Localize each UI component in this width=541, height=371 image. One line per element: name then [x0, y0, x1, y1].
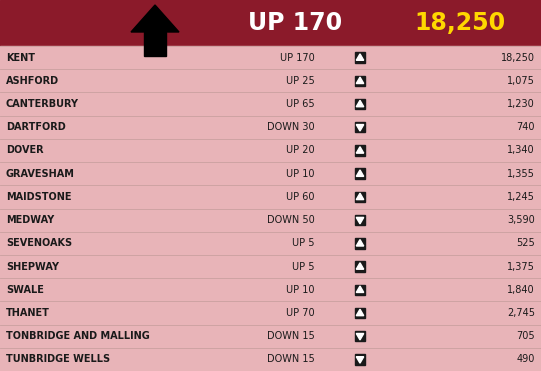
Text: DOWN 50: DOWN 50 — [267, 215, 315, 225]
Bar — [355, 238, 365, 249]
Text: 1,840: 1,840 — [507, 285, 535, 295]
Bar — [0, 255, 541, 278]
Text: ASHFORD: ASHFORD — [6, 76, 59, 86]
Bar — [0, 162, 541, 185]
Text: 3,590: 3,590 — [507, 215, 535, 225]
Bar — [355, 168, 365, 179]
Bar — [355, 261, 365, 272]
Bar — [355, 331, 365, 341]
Text: UP 65: UP 65 — [286, 99, 315, 109]
Bar — [0, 69, 541, 92]
Bar — [355, 52, 365, 63]
Text: THANET: THANET — [6, 308, 50, 318]
Text: DOWN 30: DOWN 30 — [267, 122, 315, 132]
Text: 1,075: 1,075 — [507, 76, 535, 86]
Text: 18,250: 18,250 — [501, 53, 535, 63]
Text: 18,250: 18,250 — [414, 11, 505, 35]
Polygon shape — [357, 54, 364, 60]
Text: 1,230: 1,230 — [507, 99, 535, 109]
Text: CANTERBURY: CANTERBURY — [6, 99, 79, 109]
Text: MAIDSTONE: MAIDSTONE — [6, 192, 71, 202]
Text: MEDWAY: MEDWAY — [6, 215, 54, 225]
Bar — [355, 308, 365, 318]
Text: SHEPWAY: SHEPWAY — [6, 262, 59, 272]
Text: UP 20: UP 20 — [286, 145, 315, 155]
Text: UP 170: UP 170 — [280, 53, 315, 63]
Text: DOWN 15: DOWN 15 — [267, 331, 315, 341]
Bar — [355, 145, 365, 156]
Polygon shape — [357, 77, 364, 83]
Text: DOVER: DOVER — [6, 145, 44, 155]
Polygon shape — [357, 217, 364, 224]
Bar — [355, 192, 365, 202]
Text: 2,745: 2,745 — [507, 308, 535, 318]
Text: DARTFORD: DARTFORD — [6, 122, 66, 132]
Text: 525: 525 — [516, 238, 535, 248]
Bar — [355, 76, 365, 86]
Bar — [0, 232, 541, 255]
Text: TUNBRIDGE WELLS: TUNBRIDGE WELLS — [6, 354, 110, 364]
Bar — [0, 209, 541, 232]
Bar — [355, 122, 365, 132]
Text: UP 70: UP 70 — [286, 308, 315, 318]
Bar — [0, 46, 541, 69]
Polygon shape — [357, 263, 364, 269]
Text: UP 60: UP 60 — [287, 192, 315, 202]
Text: 1,355: 1,355 — [507, 169, 535, 179]
Text: 1,245: 1,245 — [507, 192, 535, 202]
Bar — [0, 139, 541, 162]
Text: 1,375: 1,375 — [507, 262, 535, 272]
Bar — [144, 32, 166, 56]
Text: KENT: KENT — [6, 53, 35, 63]
Text: UP 5: UP 5 — [293, 238, 315, 248]
Bar — [0, 185, 541, 209]
Text: UP 10: UP 10 — [287, 169, 315, 179]
Polygon shape — [357, 309, 364, 316]
Text: 705: 705 — [516, 331, 535, 341]
Text: DOWN 15: DOWN 15 — [267, 354, 315, 364]
Text: SWALE: SWALE — [6, 285, 44, 295]
Bar — [355, 285, 365, 295]
Polygon shape — [357, 100, 364, 107]
Bar — [0, 0, 541, 46]
Polygon shape — [357, 147, 364, 153]
Text: TONBRIDGE AND MALLING: TONBRIDGE AND MALLING — [6, 331, 150, 341]
Polygon shape — [357, 286, 364, 292]
Bar — [0, 92, 541, 116]
Polygon shape — [357, 170, 364, 176]
Text: GRAVESHAM: GRAVESHAM — [6, 169, 75, 179]
Text: SEVENOAKS: SEVENOAKS — [6, 238, 72, 248]
Text: UP 5: UP 5 — [293, 262, 315, 272]
Text: 1,340: 1,340 — [507, 145, 535, 155]
Bar — [355, 215, 365, 225]
Polygon shape — [131, 5, 179, 32]
Bar — [355, 354, 365, 365]
Polygon shape — [357, 357, 364, 363]
Bar — [0, 278, 541, 301]
Text: UP 10: UP 10 — [287, 285, 315, 295]
Polygon shape — [357, 193, 364, 200]
Bar — [355, 99, 365, 109]
Bar — [0, 348, 541, 371]
Polygon shape — [357, 334, 364, 340]
Text: UP 25: UP 25 — [286, 76, 315, 86]
Bar — [0, 116, 541, 139]
Bar — [0, 325, 541, 348]
Text: 740: 740 — [517, 122, 535, 132]
Text: UP 170: UP 170 — [248, 11, 342, 35]
Polygon shape — [357, 240, 364, 246]
Polygon shape — [357, 125, 364, 131]
Bar — [0, 301, 541, 325]
Text: 490: 490 — [517, 354, 535, 364]
